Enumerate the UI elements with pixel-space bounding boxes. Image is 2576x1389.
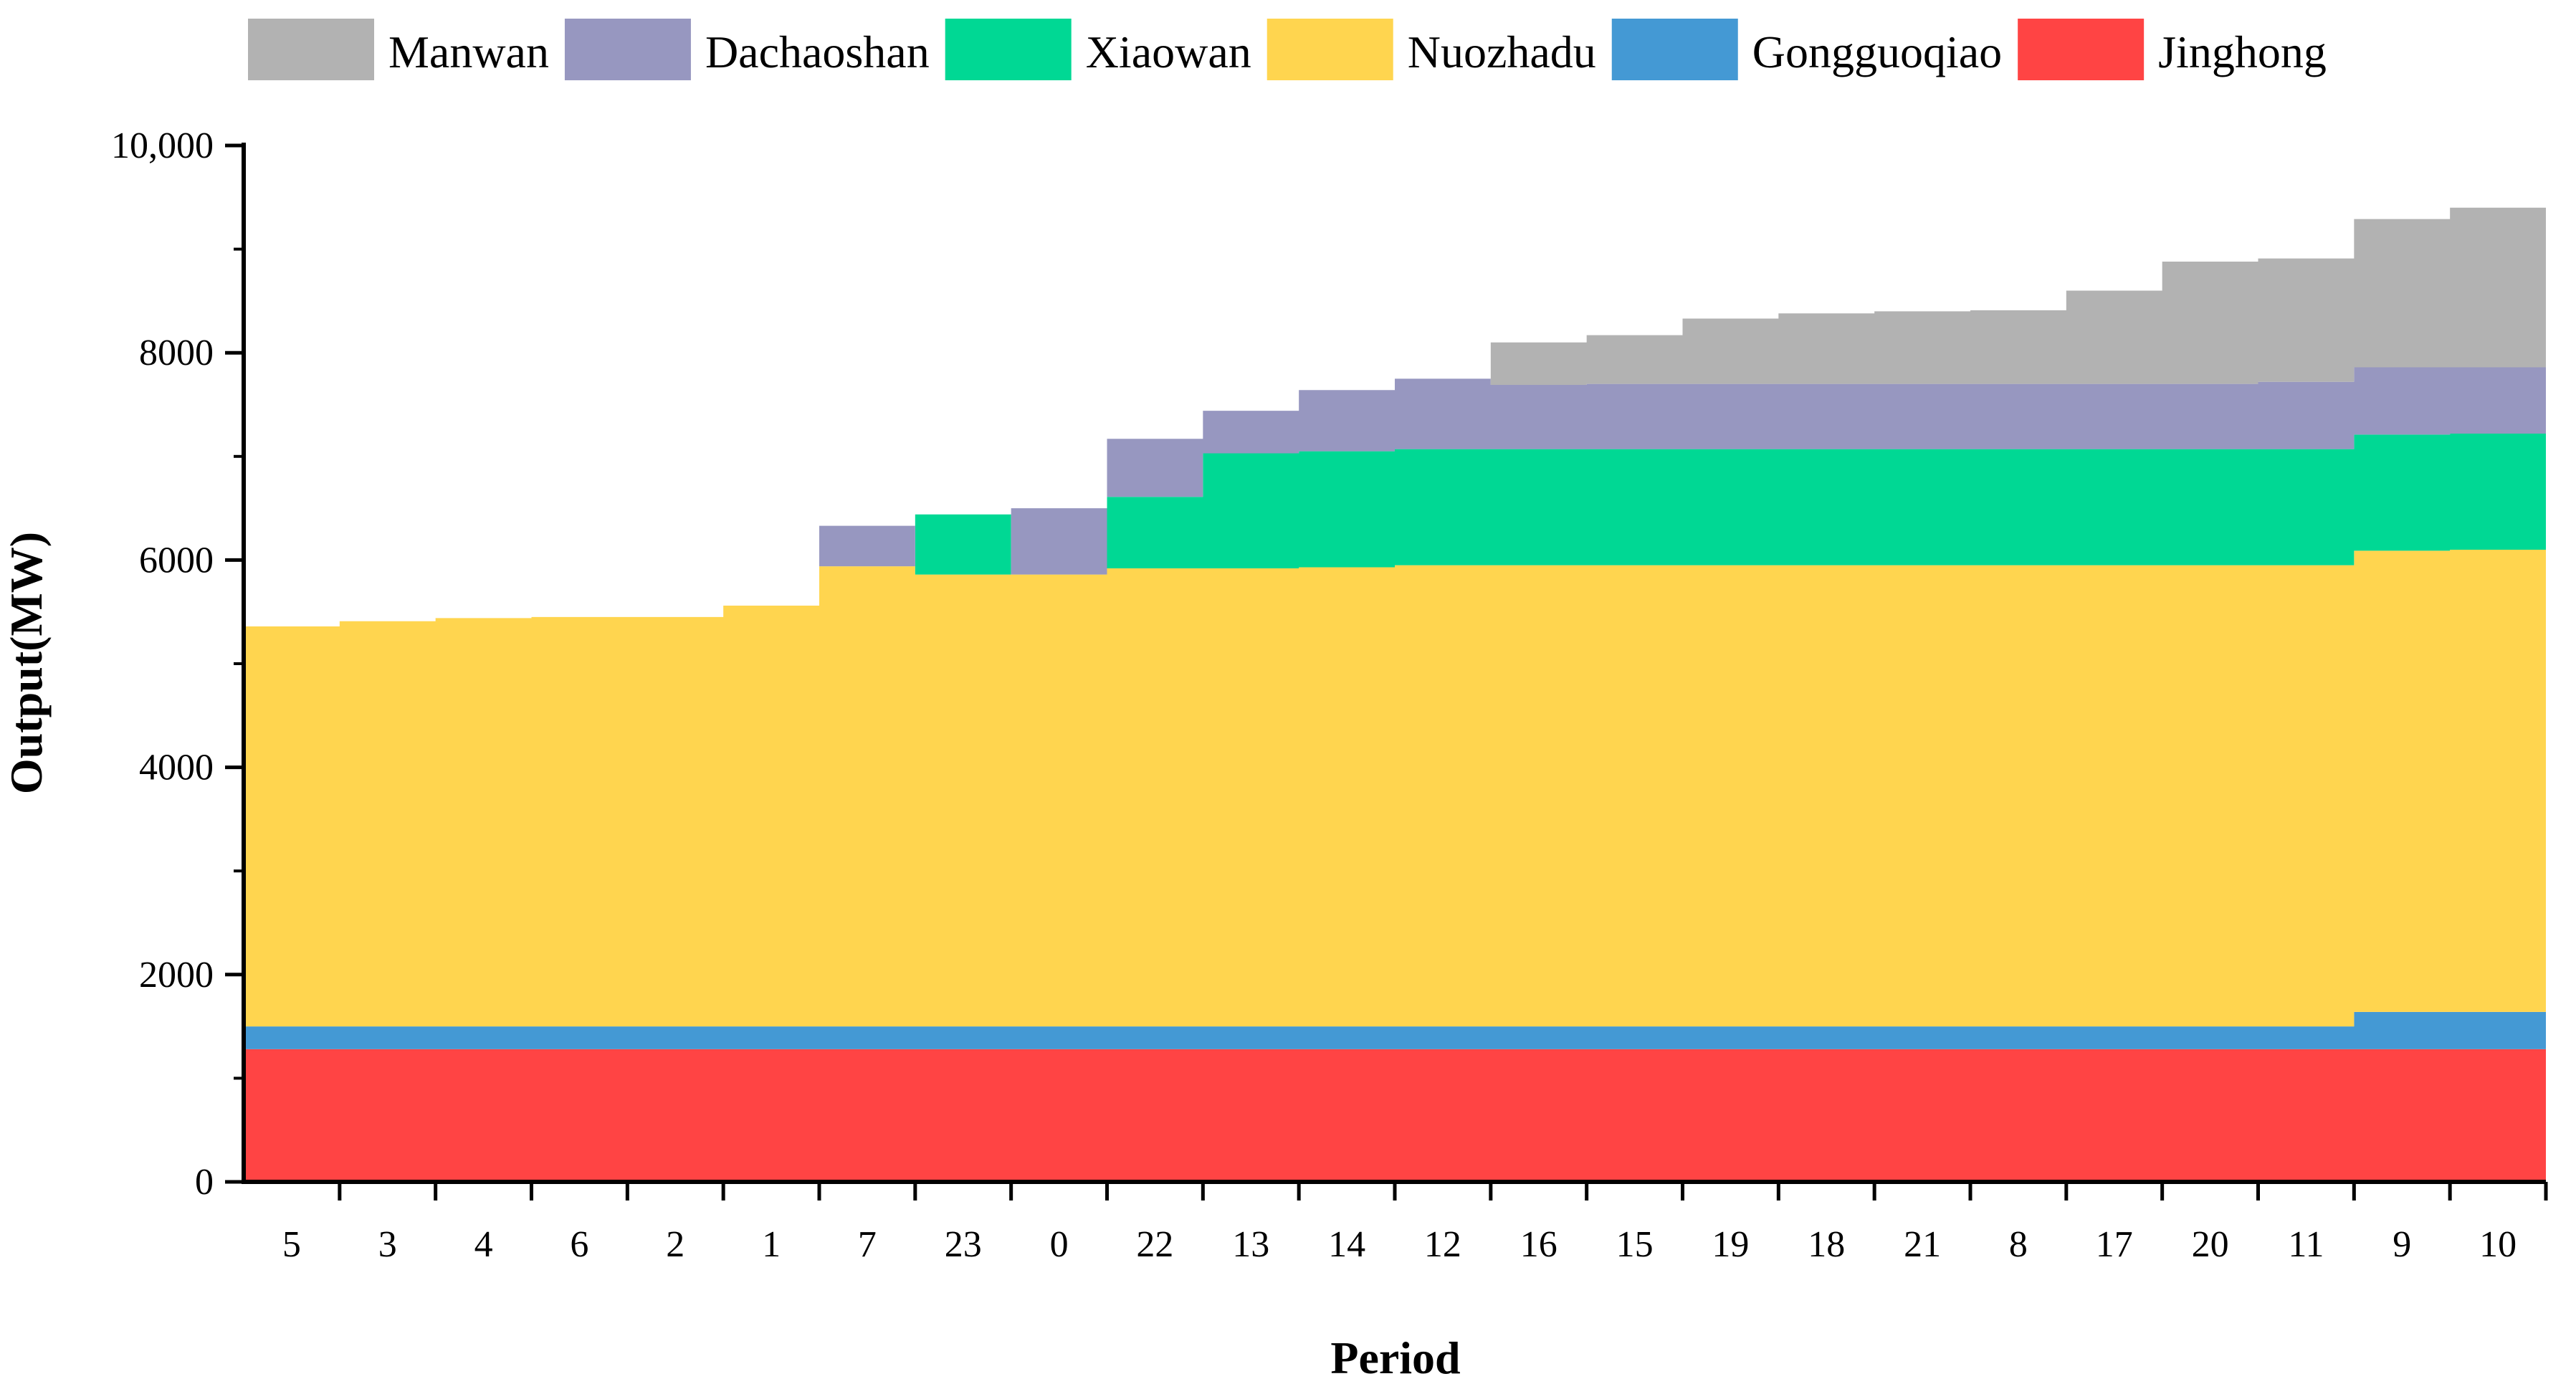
legend-label: Nuozhadu (1408, 27, 1596, 77)
legend-label: Dachaoshan (705, 27, 930, 77)
legend-item-xiaowan: Xiaowan (945, 19, 1251, 80)
legend-swatch (564, 19, 691, 80)
plot-areas (244, 207, 2546, 1182)
area-gongguoqiao (244, 1011, 2546, 1049)
area-xiaowan (244, 433, 2546, 626)
x-tick-label: 1 (762, 1224, 781, 1265)
x-tick-label: 16 (1520, 1224, 1557, 1265)
x-tick-label: 3 (378, 1224, 397, 1265)
x-tick-label: 9 (2393, 1224, 2411, 1265)
x-tick-label: 10 (2479, 1224, 2517, 1265)
x-tick-label: 5 (282, 1224, 301, 1265)
legend-label: Gongguoqiao (1752, 27, 2002, 77)
x-tick-label: 7 (858, 1224, 877, 1265)
x-axis-title: Period (1330, 1332, 1460, 1383)
x-tick-label: 8 (2009, 1224, 2028, 1265)
y-tick-label: 6000 (139, 540, 214, 581)
y-axis-title: Output(MW) (1, 532, 52, 794)
legend-item-gongguoqiao: Gongguoqiao (1611, 19, 2002, 80)
area-manwan (244, 207, 2546, 626)
legend-item-jinghong: Jinghong (2018, 19, 2327, 80)
x-tick-label: 14 (1328, 1224, 1365, 1265)
x-tick-label: 11 (2288, 1224, 2324, 1265)
x-tick-label: 21 (1904, 1224, 1941, 1265)
legend-item-manwan: Manwan (248, 19, 549, 80)
y-tick-label: 4000 (139, 748, 214, 788)
area-dachaoshan (244, 367, 2546, 626)
legend-item-dachaoshan: Dachaoshan (564, 19, 930, 80)
y-tick-label: 2000 (139, 955, 214, 996)
x-tick-label: 6 (570, 1224, 588, 1265)
x-tick-label: 2 (666, 1224, 684, 1265)
x-tick-label: 18 (1808, 1224, 1845, 1265)
x-tick-label: 19 (1712, 1224, 1749, 1265)
y-tick-label: 8000 (139, 333, 214, 373)
y-tick-label: 0 (195, 1162, 214, 1203)
y-tick-label: 10,000 (111, 125, 214, 166)
area-nuozhadu (244, 549, 2546, 1027)
x-tick-label: 17 (2096, 1224, 2133, 1265)
legend: Manwan Dachaoshan Xiaowan Nuozhadu Gongguoqi… (248, 19, 2327, 80)
x-tick-label: 23 (945, 1224, 982, 1265)
x-tick-label: 20 (2192, 1224, 2229, 1265)
legend-label: Xiaowan (1086, 27, 1251, 77)
x-tick-label: 22 (1136, 1224, 1173, 1265)
legend-label: Manwan (388, 27, 549, 77)
x-tick-label: 4 (474, 1224, 493, 1265)
area-jinghong (244, 1049, 2546, 1182)
legend-swatch (1266, 19, 1393, 80)
x-tick-label: 0 (1050, 1224, 1069, 1265)
x-tick-label: 12 (1424, 1224, 1461, 1265)
legend-swatch (248, 19, 374, 80)
x-tick-label: 13 (1232, 1224, 1269, 1265)
legend-item-nuozhadu: Nuozhadu (1266, 19, 1596, 80)
legend-swatch (945, 19, 1072, 80)
legend-swatch (2018, 19, 2145, 80)
x-tick-label: 15 (1616, 1224, 1654, 1265)
legend-swatch (1611, 19, 1738, 80)
legend-label: Jinghong (2158, 27, 2327, 77)
